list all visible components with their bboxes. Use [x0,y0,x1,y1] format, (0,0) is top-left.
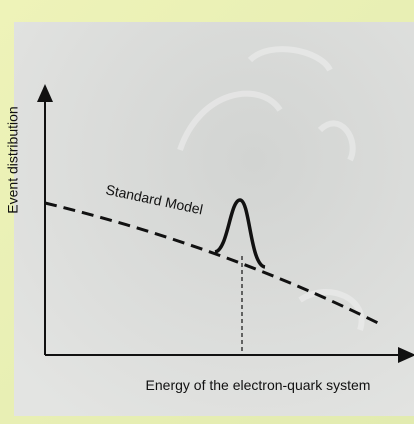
panel [14,22,414,416]
y-axis-label: Event distribution [5,106,21,213]
x-axis-label: Energy of the electron-quark system [146,377,371,393]
chalk-texture [177,46,365,331]
signal-peak [214,198,266,269]
standard-model-curve [44,201,379,325]
